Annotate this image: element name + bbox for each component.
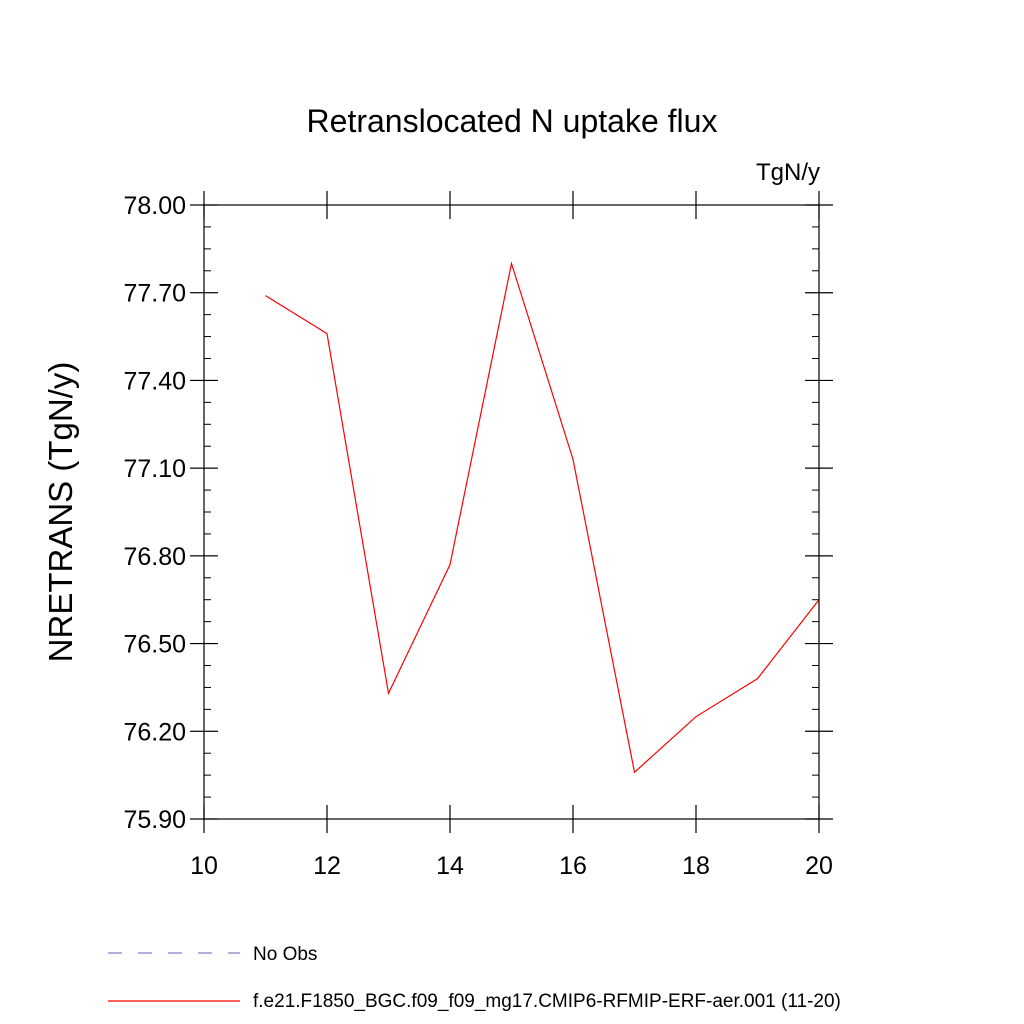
y-tick-label: 76.50 <box>123 631 186 659</box>
y-tick-label: 77.10 <box>123 455 186 483</box>
x-tick-label: 14 <box>436 852 464 880</box>
chart-title: Retranslocated N uptake flux <box>307 103 718 139</box>
y-tick-label: 75.90 <box>123 806 186 834</box>
y-axis-label: NRETRANS (TgN/y) <box>42 362 79 663</box>
y-tick-label: 77.70 <box>123 280 186 308</box>
series-line <box>265 261 820 774</box>
x-tick-label: 16 <box>559 852 587 880</box>
x-tick-label: 12 <box>313 852 341 880</box>
axis-ticks <box>190 191 833 833</box>
y-tick-labels: 75.90 76.20 76.50 76.80 77.10 77.40 77.70 78.00 <box>123 192 186 834</box>
plot-frame <box>203 204 820 820</box>
y-tick-label: 77.40 <box>123 367 186 395</box>
y-tick-label: 78.00 <box>123 192 186 220</box>
series-lines <box>265 261 820 774</box>
y-tick-label: 76.80 <box>123 543 186 571</box>
y-tick-label: 76.20 <box>123 718 186 746</box>
legend-label-no-obs: No Obs <box>253 944 317 965</box>
legend: No Obs f.e21.F1850_BGC.f09_f09_mg17.CMIP… <box>108 944 841 1012</box>
x-tick-label: 20 <box>805 852 833 880</box>
x-tick-label: 10 <box>190 852 218 880</box>
units-label: TgN/y <box>756 159 820 186</box>
x-tick-label: 18 <box>682 852 710 880</box>
x-tick-labels: 10 12 14 16 18 20 <box>190 852 833 880</box>
legend-label-model-run: f.e21.F1850_BGC.f09_f09_mg17.CMIP6-RFMIP… <box>253 991 841 1012</box>
